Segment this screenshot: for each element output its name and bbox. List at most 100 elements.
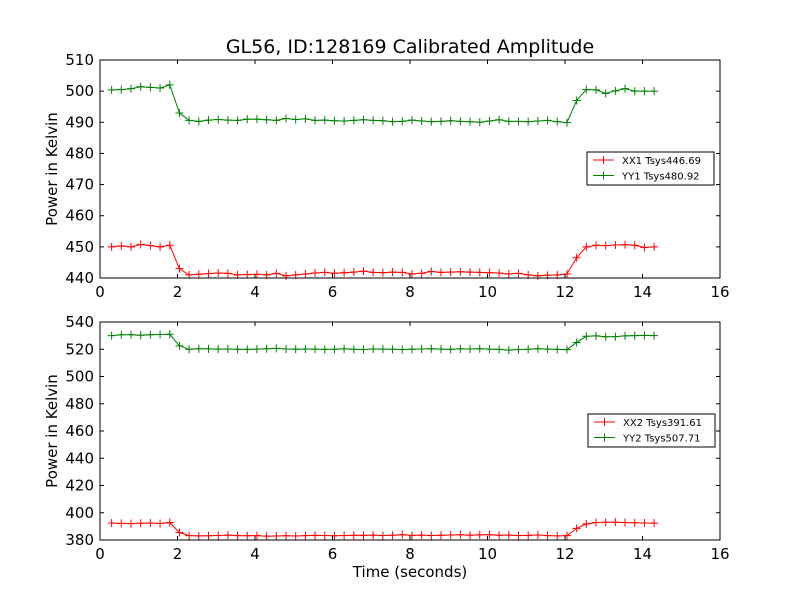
x-tick-label: 14 <box>633 283 652 301</box>
data-point <box>562 269 571 278</box>
data-point <box>437 345 445 354</box>
data-point <box>359 345 368 354</box>
legend-box <box>586 151 715 186</box>
data-point <box>233 345 242 354</box>
data-point <box>456 344 465 353</box>
data-point <box>146 241 155 250</box>
data-point <box>456 267 465 276</box>
data-point <box>243 345 252 354</box>
data-point <box>650 242 659 251</box>
data-point <box>301 269 310 278</box>
x-tick-label: 10 <box>478 283 497 301</box>
data-point <box>427 531 436 540</box>
y-tick-label: 460 <box>65 422 94 440</box>
data-point <box>146 518 155 527</box>
data-point <box>320 345 329 354</box>
x-tick-label: 12 <box>555 283 574 301</box>
data-point <box>485 268 494 277</box>
data-point <box>524 117 533 126</box>
x-tick-label: 6 <box>328 283 338 301</box>
data-point <box>640 87 649 96</box>
data-point <box>320 268 329 277</box>
series-1 <box>107 518 659 541</box>
data-point <box>475 344 484 353</box>
x-tick-label: 2 <box>173 545 183 563</box>
data-point <box>175 341 184 350</box>
series-1 <box>107 240 659 280</box>
data-point <box>582 85 591 94</box>
data-point <box>146 83 155 92</box>
x-tick-label: 16 <box>710 545 729 563</box>
y-tick-label: 440 <box>65 449 94 467</box>
data-point <box>553 531 562 540</box>
y-tick-label: 480 <box>65 395 94 413</box>
y-tick-label: 400 <box>65 504 94 522</box>
data-point <box>572 524 581 533</box>
y-axis-label: Power in Kelvin <box>43 374 61 488</box>
series-2 <box>107 80 659 127</box>
data-point <box>417 117 426 126</box>
data-point <box>562 118 571 127</box>
data-point <box>407 116 416 125</box>
data-point <box>136 240 145 249</box>
data-point <box>146 330 155 339</box>
data-point <box>427 267 436 276</box>
data-point <box>194 270 203 279</box>
data-point <box>127 519 135 528</box>
data-point <box>252 115 261 124</box>
y-tick-label: 420 <box>65 477 94 495</box>
data-point <box>514 269 523 278</box>
data-point <box>204 344 213 353</box>
data-point <box>340 531 349 540</box>
data-point <box>214 269 223 278</box>
x-tick-label: 6 <box>328 545 338 563</box>
data-point <box>621 518 630 527</box>
data-point <box>388 268 397 277</box>
data-point <box>272 116 281 125</box>
data-point <box>165 241 174 250</box>
data-point <box>407 531 416 540</box>
data-point <box>427 117 436 126</box>
data-point <box>223 344 232 353</box>
data-point <box>320 116 329 125</box>
data-point <box>262 344 271 353</box>
data-point <box>369 116 378 125</box>
data-point <box>398 117 407 126</box>
legend-marker <box>599 171 608 180</box>
data-point <box>388 117 397 126</box>
data-point <box>601 89 610 98</box>
data-point <box>349 531 358 540</box>
data-point <box>611 518 620 527</box>
data-point <box>495 531 504 540</box>
data-point <box>562 531 571 540</box>
y-tick-label: 500 <box>65 368 94 386</box>
data-point <box>456 530 465 539</box>
data-point <box>301 114 310 123</box>
data-point <box>272 269 281 278</box>
data-point <box>553 345 562 354</box>
data-point <box>359 267 368 276</box>
data-point <box>407 345 416 354</box>
data-point <box>127 242 135 251</box>
data-point <box>437 117 445 126</box>
data-point <box>291 115 300 124</box>
data-point <box>156 242 165 251</box>
data-point <box>349 116 358 125</box>
x-tick-label: 4 <box>250 545 260 563</box>
legend: XX1 Tsys446.69 YY1 Tsys480.92 <box>586 151 715 186</box>
data-point <box>398 530 407 539</box>
data-point <box>223 269 232 278</box>
data-point <box>165 518 174 527</box>
data-point <box>340 268 349 277</box>
data-point <box>330 531 339 540</box>
data-point <box>475 268 484 277</box>
data-point <box>611 86 620 95</box>
data-point <box>311 269 320 278</box>
data-point <box>223 531 232 540</box>
data-point <box>630 87 639 96</box>
data-point <box>514 345 523 354</box>
data-point <box>485 530 494 539</box>
data-point <box>359 531 368 540</box>
data-point <box>388 345 397 354</box>
y-tick-label: 460 <box>65 207 94 225</box>
